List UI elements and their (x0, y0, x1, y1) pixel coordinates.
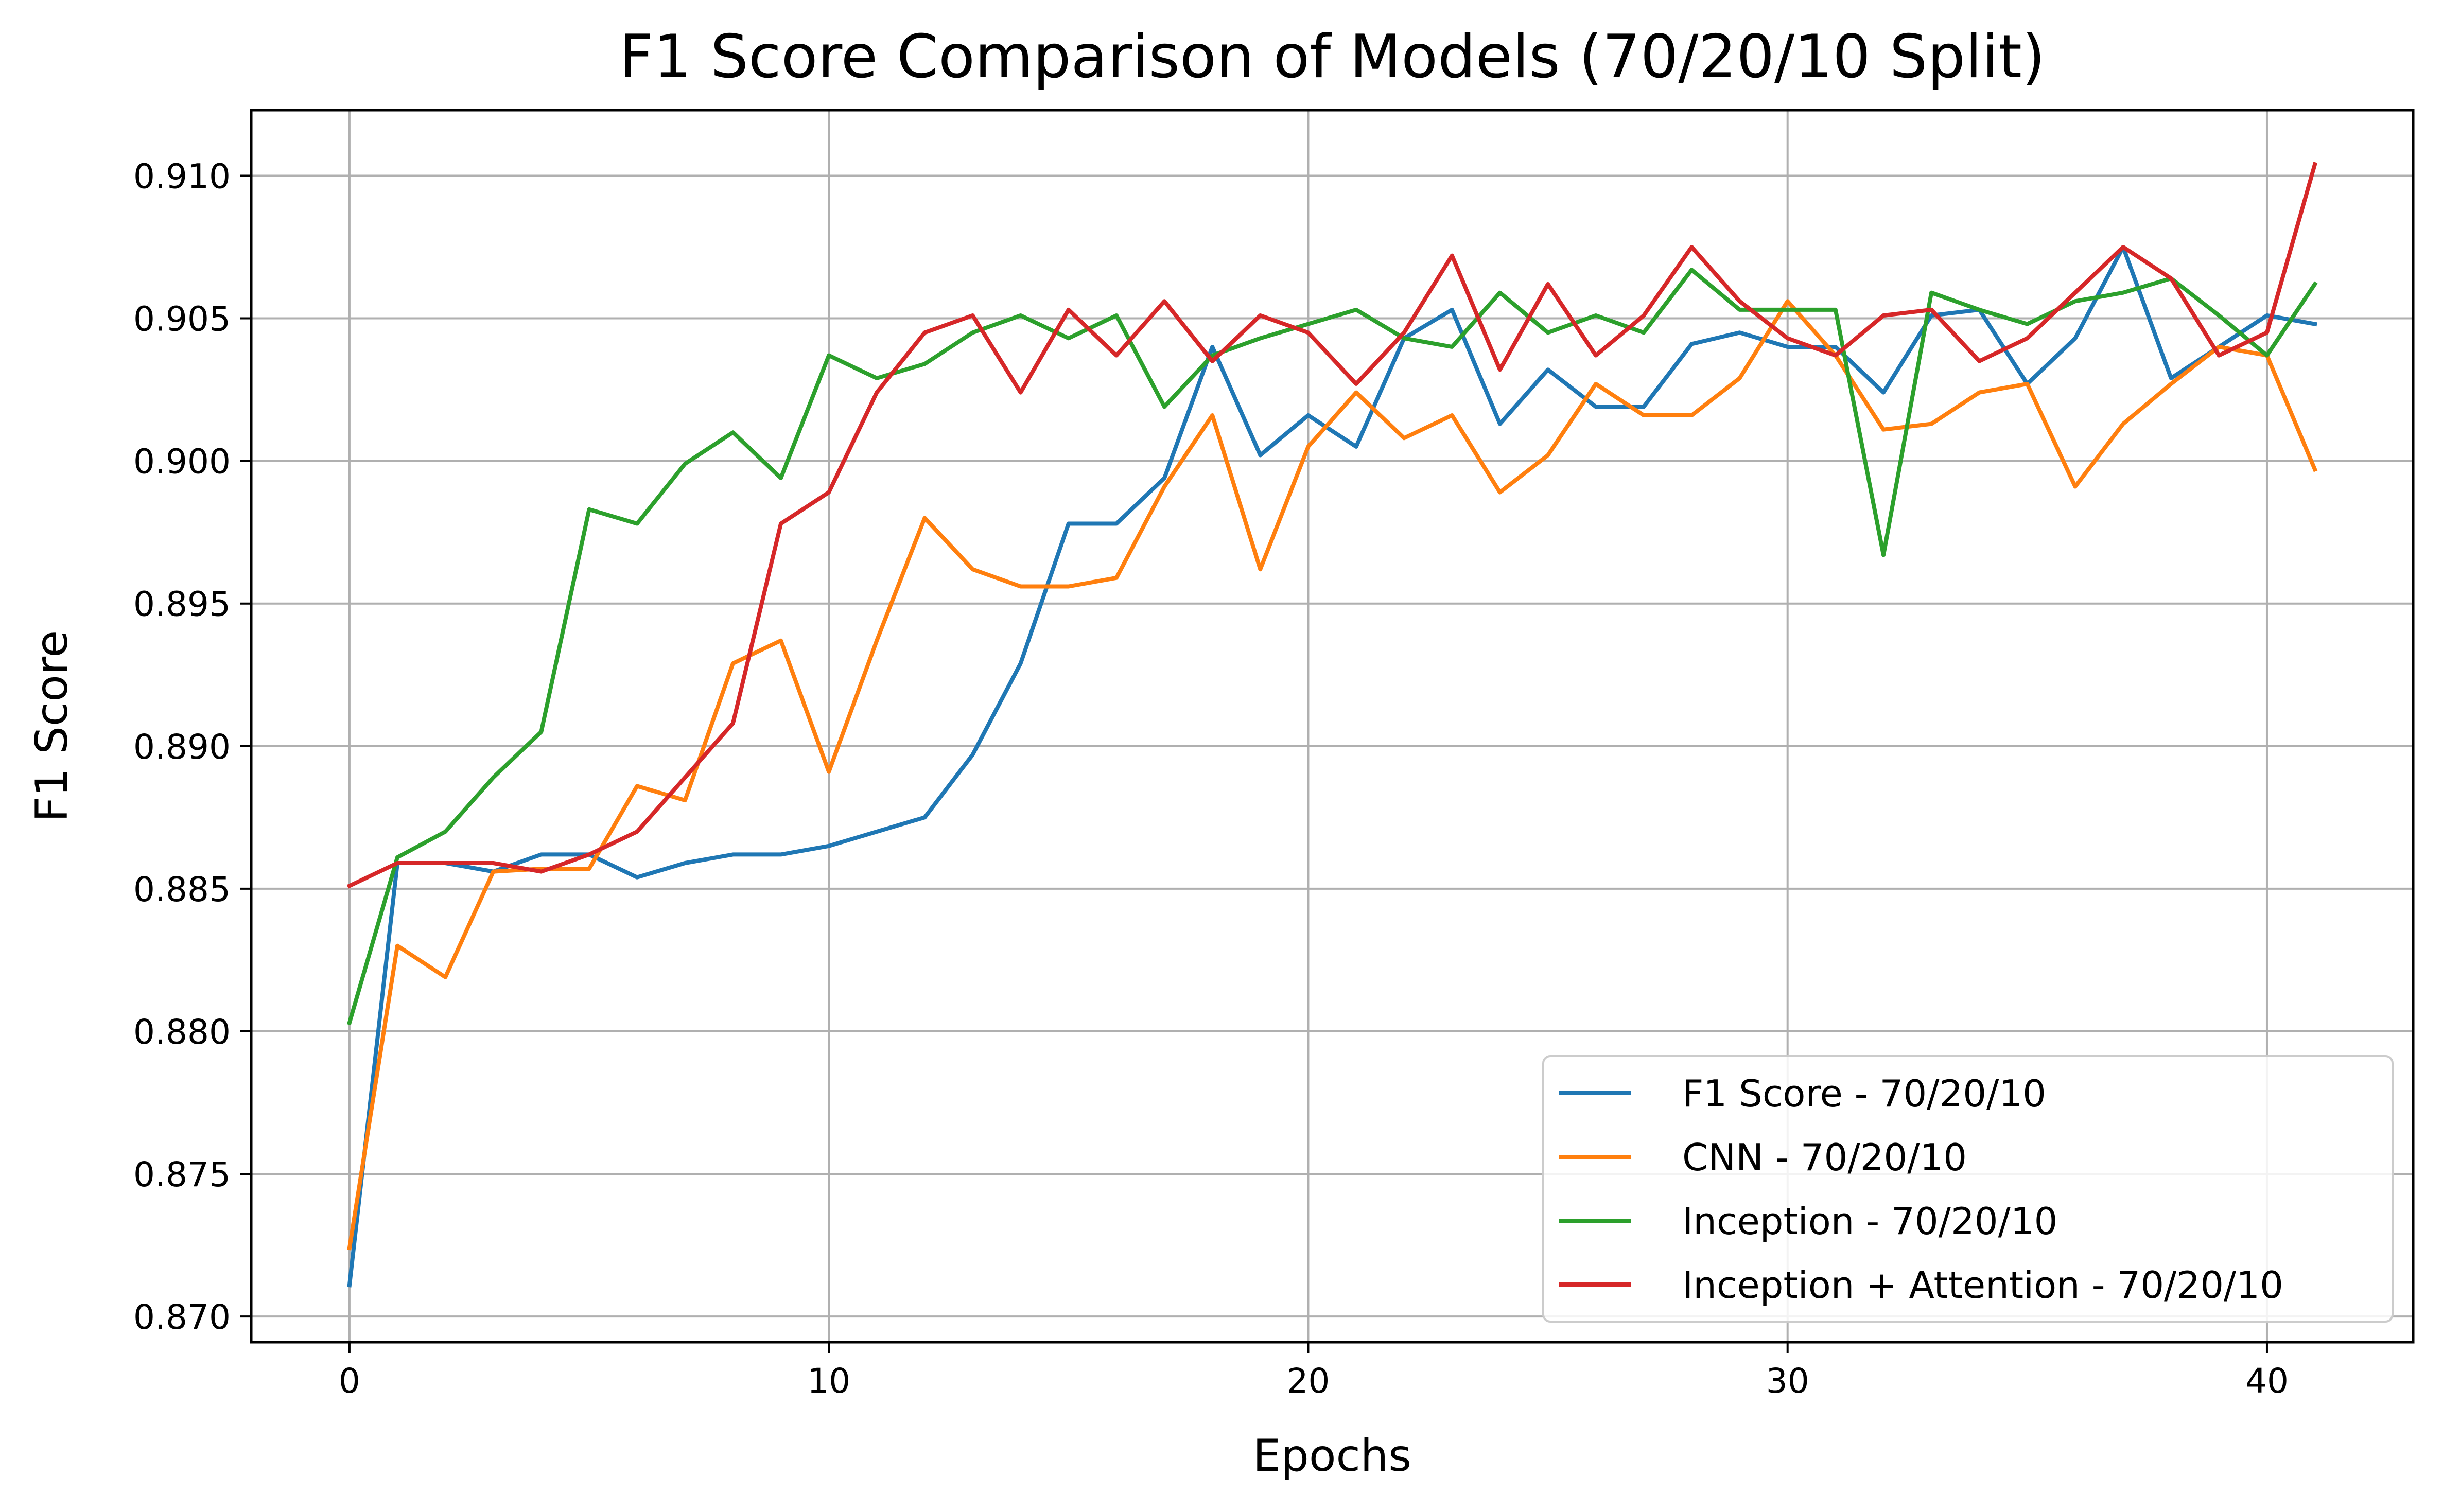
y-tick-label: 0.905 (133, 300, 231, 339)
x-tick-label: 30 (1766, 1361, 1809, 1401)
y-tick-label: 0.890 (133, 727, 231, 767)
grid-lines (251, 110, 2413, 1342)
x-axis-label: Epochs (1253, 1430, 1411, 1482)
legend: F1 Score - 70/20/10 CNN - 70/20/10 Incepti… (1542, 1055, 2394, 1323)
y-tick-label: 0.900 (133, 442, 231, 482)
x-tick-label: 40 (2245, 1361, 2289, 1401)
legend-label: Inception - 70/20/10 (1682, 1200, 2058, 1243)
legend-label: Inception + Attention - 70/20/10 (1682, 1263, 2283, 1307)
series-lines (346, 162, 2318, 1288)
legend-label: F1 Score - 70/20/10 (1682, 1072, 2046, 1115)
y-tick-label: 0.875 (133, 1155, 231, 1194)
series-line (347, 299, 2318, 1251)
plot-area-frame (250, 109, 2415, 1344)
axis-ticks: 0 10 20 30 40 0.870 0.875 0.880 0.885 0.890 0.895 0… (133, 156, 2289, 1401)
series-line (347, 245, 2317, 1288)
series-line (346, 162, 2318, 889)
y-tick-label: 0.870 (133, 1297, 231, 1337)
y-tick-label: 0.910 (133, 156, 231, 196)
legend-label: CNN - 70/20/10 (1682, 1136, 1967, 1179)
x-tick-label: 10 (807, 1361, 850, 1401)
y-axis-label: F1 Score (26, 630, 78, 822)
y-tick-label: 0.885 (133, 870, 231, 909)
legend-box (1542, 1055, 2394, 1323)
x-tick-label: 20 (1286, 1361, 1330, 1401)
y-tick-label: 0.880 (133, 1012, 231, 1052)
series-line (346, 268, 2318, 1026)
y-tick-label: 0.895 (133, 585, 231, 624)
chart-title: F1 Score Comparison of Models (70/20/10 … (619, 22, 2045, 92)
x-tick-label: 0 (339, 1361, 360, 1401)
